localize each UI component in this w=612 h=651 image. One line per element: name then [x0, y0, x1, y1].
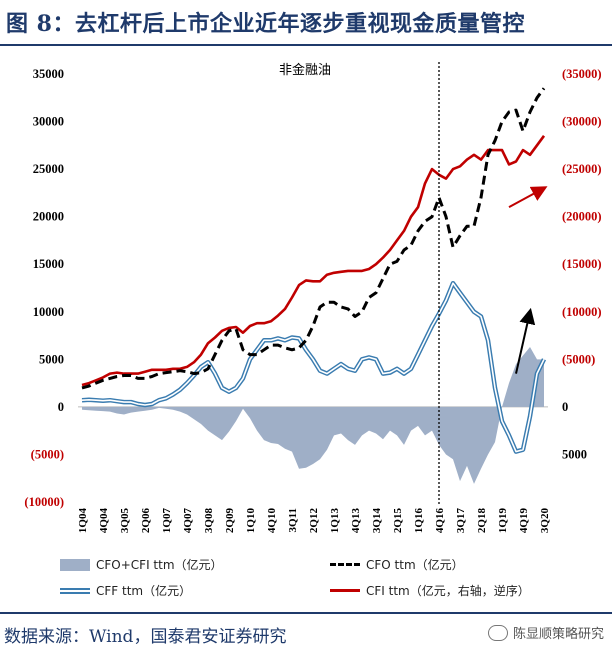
right-tick-label: (15000): [562, 257, 602, 271]
left-tick-label: 20000: [33, 210, 64, 224]
legend-cfo: CFO ttm（亿元）: [330, 556, 464, 573]
x-tick-label: 1Q16: [413, 508, 425, 534]
x-tick-label: 1Q19: [497, 508, 509, 534]
chart-annotation: 非金融油: [279, 62, 331, 77]
x-tick-label: 4Q13: [350, 508, 362, 534]
left-tick-label: 15000: [33, 257, 64, 271]
legend-label-cfo: CFO ttm（亿元）: [366, 558, 464, 572]
x-tick-label: 1Q10: [245, 508, 257, 534]
x-tick-label: 4Q16: [434, 508, 446, 534]
legend-label-cfi: CFI ttm（亿元，右轴，逆序）: [366, 584, 530, 598]
source-text: 数据来源：Wind，国泰君安证券研究: [4, 627, 287, 647]
right-tick-label: (35000): [562, 67, 602, 81]
left-tick-label: 25000: [33, 162, 64, 176]
x-tick-label: 3Q17: [455, 508, 467, 534]
black-trend-arrow: [515, 307, 536, 374]
legend-cfo-cfi: CFO+CFI ttm（亿元）: [60, 556, 223, 573]
left-tick-label: 30000: [33, 115, 64, 129]
x-tick-label: 2Q15: [392, 508, 404, 534]
legend-label-cff: CFF ttm（亿元）: [96, 584, 192, 598]
x-tick-label: 4Q04: [98, 508, 110, 534]
legend-swatch-area: [60, 558, 90, 571]
left-tick-label: (10000): [24, 495, 64, 509]
x-tick-label: 3Q08: [203, 508, 215, 534]
right-tick-label: (30000): [562, 115, 602, 129]
x-tick-label: 3Q05: [119, 508, 131, 534]
x-tick-label: 3Q11: [287, 508, 299, 532]
legend-cfi: CFI ttm（亿元，右轴，逆序）: [330, 582, 530, 599]
left-tick-label: 35000: [33, 67, 64, 81]
x-tick-label: 4Q07: [182, 508, 194, 534]
legend-swatch-red: [330, 589, 360, 592]
line-cfi: [81, 135, 546, 387]
x-tick-label: 2Q12: [308, 508, 320, 534]
wechat-icon: [487, 624, 508, 641]
watermark-text: 陈显顺策略研究: [512, 627, 604, 642]
right-tick-label: 0: [562, 400, 568, 414]
legend-swatch-double: [60, 587, 90, 594]
right-tick-label: (5000): [562, 352, 595, 366]
right-tick-label: (25000): [562, 162, 602, 176]
right-tick-label: (20000): [562, 210, 602, 224]
right-tick-label: (10000): [562, 305, 602, 319]
legend-label-cfo-cfi: CFO+CFI ttm（亿元）: [96, 558, 223, 572]
left-tick-label: 5000: [39, 352, 64, 366]
x-tick-label: 1Q07: [161, 508, 173, 534]
legend-swatch-dashed: [330, 563, 360, 566]
source-bar: 数据来源：Wind，国泰君安证券研究 陈显顺策略研究: [0, 612, 612, 651]
left-tick-label: (5000): [31, 447, 64, 461]
line-cfo: [81, 87, 546, 390]
chart-area: 非金融油 35000 30000 25000 20000 15000 10000 5000 0 (…: [0, 46, 612, 576]
line-cff-inner: [81, 282, 545, 453]
x-tick-label: 1Q13: [329, 508, 341, 534]
x-tick-label: 4Q10: [266, 508, 278, 534]
x-tick-label: 4Q19: [518, 508, 530, 534]
watermark: 陈显顺策略研究: [487, 623, 604, 642]
x-tick-label: 3Q14: [371, 508, 383, 534]
left-tick-label: 10000: [33, 305, 64, 319]
x-tick-label: 2Q06: [140, 508, 152, 534]
legend: CFO+CFI ttm（亿元） CFO ttm（亿元） CFF ttm（亿元） …: [0, 556, 612, 612]
area-cfo-cfi: [82, 346, 544, 484]
x-tick-label: 3Q20: [539, 508, 551, 534]
title-bar: 图 8：去杠杆后上市企业近年逐步重视现金质量管控: [0, 0, 612, 46]
chart-title: 图 8：去杠杆后上市企业近年逐步重视现金质量管控: [6, 11, 525, 37]
red-trend-arrow: [508, 186, 548, 209]
left-tick-label: 0: [58, 400, 64, 414]
x-tick-label: 1Q04: [77, 508, 89, 534]
legend-cff: CFF ttm（亿元）: [60, 582, 191, 599]
x-tick-label: 2Q09: [224, 508, 236, 534]
x-tick-label: 2Q18: [476, 508, 488, 534]
chart-svg: 非金融油 35000 30000 25000 20000 15000 10000 5000 0 (…: [24, 62, 602, 534]
right-tick-label: 5000: [562, 447, 587, 461]
